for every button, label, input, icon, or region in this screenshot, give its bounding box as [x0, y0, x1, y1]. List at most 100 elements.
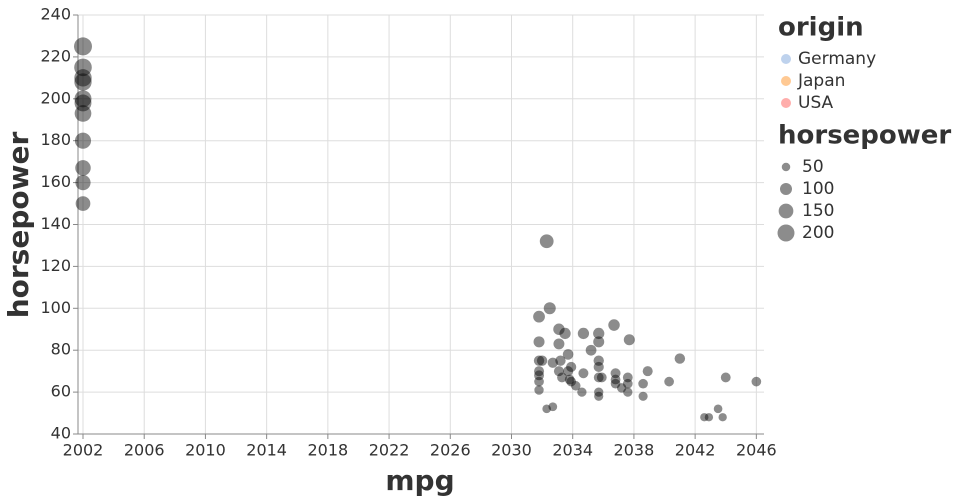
- x-tick-label: 2030: [491, 441, 532, 460]
- point: [608, 319, 620, 331]
- point: [559, 327, 571, 340]
- x-tick-label: 2034: [552, 441, 593, 460]
- legend-title: horsepower: [778, 121, 951, 151]
- y-tick-label: 140: [40, 214, 71, 233]
- point: [542, 404, 552, 414]
- point: [534, 376, 544, 387]
- y-axis-title: horsepower: [2, 132, 35, 319]
- point: [533, 355, 545, 366]
- point: [555, 355, 566, 366]
- legend-swatch: [781, 76, 791, 86]
- point: [713, 404, 723, 414]
- point: [74, 58, 92, 77]
- point: [577, 387, 587, 397]
- point: [720, 372, 731, 383]
- point: [664, 376, 674, 387]
- point: [704, 413, 714, 422]
- point: [553, 338, 565, 350]
- y-tick-label: 200: [40, 88, 71, 107]
- legend-label: Japan: [797, 71, 845, 91]
- point: [75, 175, 91, 191]
- legend-label: USA: [798, 93, 834, 113]
- y-tick-label: 80: [51, 340, 71, 359]
- legend-size: [780, 183, 792, 195]
- point: [75, 196, 91, 211]
- point: [610, 378, 621, 389]
- point: [566, 361, 577, 373]
- point: [593, 372, 604, 383]
- point: [564, 374, 575, 385]
- legend-title: origin: [778, 13, 864, 43]
- point: [75, 160, 91, 176]
- y-tick-label: 60: [51, 382, 71, 401]
- y-tick-label: 180: [40, 130, 71, 149]
- point: [548, 402, 558, 412]
- y-tick-label: 160: [40, 172, 71, 191]
- x-tick-label: 2014: [246, 441, 287, 460]
- point: [610, 368, 621, 379]
- point: [578, 368, 589, 379]
- point: [674, 353, 686, 364]
- point: [553, 366, 564, 377]
- legend-label: 100: [802, 179, 834, 199]
- point: [610, 374, 621, 385]
- point: [622, 372, 633, 383]
- point: [623, 378, 633, 389]
- point: [536, 355, 548, 366]
- point: [553, 323, 565, 335]
- point: [543, 302, 556, 315]
- y-tick-label: 120: [40, 256, 71, 275]
- point: [534, 366, 545, 377]
- point: [539, 234, 554, 249]
- point: [577, 327, 590, 340]
- point: [638, 378, 648, 389]
- point: [700, 413, 709, 422]
- point: [562, 349, 574, 360]
- point: [751, 376, 762, 387]
- point: [718, 413, 727, 422]
- point: [547, 357, 558, 368]
- y-tick-label: 240: [40, 5, 71, 24]
- point: [594, 391, 604, 401]
- point: [533, 336, 545, 348]
- point: [596, 372, 607, 383]
- y-tick-label: 100: [40, 298, 71, 317]
- point: [566, 376, 577, 387]
- x-tick-label: 2018: [307, 441, 348, 460]
- point: [623, 334, 635, 346]
- x-tick-label: 2002: [63, 441, 104, 460]
- legend-size: [778, 203, 794, 219]
- point: [74, 69, 92, 87]
- point: [533, 310, 545, 323]
- point: [74, 90, 92, 108]
- point: [74, 94, 92, 112]
- legend-size: [781, 162, 791, 172]
- x-axis-title: mpg: [385, 464, 454, 497]
- point: [571, 381, 581, 391]
- x-tick-label: 2042: [675, 441, 716, 460]
- legend-size: [777, 224, 795, 242]
- legend-label: 200: [802, 223, 834, 243]
- y-tick-label: 40: [51, 424, 71, 443]
- point: [557, 372, 567, 383]
- point: [563, 366, 574, 377]
- x-tick-label: 2046: [736, 441, 777, 460]
- point: [593, 336, 605, 348]
- point: [593, 355, 604, 366]
- point: [638, 391, 648, 401]
- point: [585, 344, 597, 356]
- point: [534, 370, 544, 381]
- legend-label: 150: [802, 201, 834, 221]
- x-tick-label: 2038: [614, 441, 655, 460]
- legend-swatch: [781, 98, 791, 108]
- point: [642, 366, 653, 377]
- point: [616, 383, 627, 393]
- legend-label: Germany: [798, 49, 876, 69]
- x-tick-label: 2010: [185, 441, 226, 460]
- point: [74, 105, 92, 122]
- x-tick-label: 2026: [430, 441, 471, 460]
- point: [74, 132, 92, 149]
- point: [74, 73, 92, 91]
- legend-swatch: [781, 54, 791, 64]
